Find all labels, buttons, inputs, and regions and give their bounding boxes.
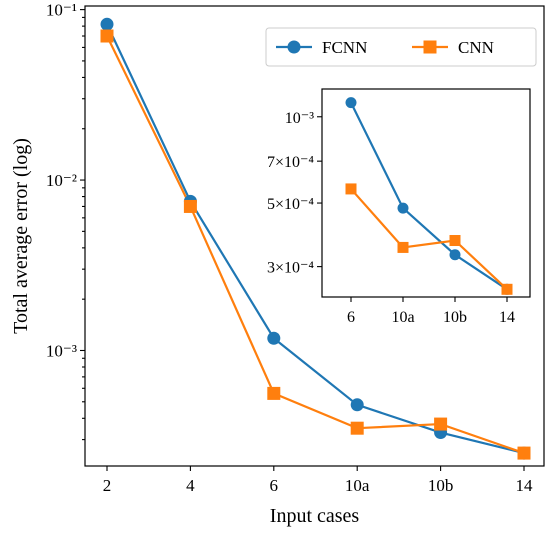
main-point-cnn — [350, 421, 364, 435]
inset-frame — [321, 88, 531, 298]
inset-point-fcnn — [449, 249, 461, 261]
legend: FCNN CNN — [265, 27, 537, 67]
main-ytick-label: 10⁻² — [46, 171, 77, 190]
inset-point-cnn — [397, 241, 409, 253]
inset-xtick-label: 10b — [443, 309, 467, 326]
main-xtick-label: 14 — [516, 476, 534, 495]
y-axis-label: Total average error (log) — [10, 138, 32, 334]
inset-plot: 10⁻³ 7×10⁻⁴ 5×10⁻⁴ 3×10⁻⁴ 6 10a 10b 14 — [267, 88, 531, 326]
legend-box — [265, 27, 537, 67]
inset-ytick-label: 5×10⁻⁴ — [267, 196, 314, 213]
inset-series-line-fcnn — [350, 102, 508, 291]
inset-xtick-label: 14 — [499, 309, 515, 326]
inset-series-line-cnn — [350, 188, 508, 291]
main-point-cnn — [517, 446, 531, 460]
legend-label-fcnn: FCNN — [322, 38, 367, 57]
inset-point-cnn — [345, 183, 357, 195]
inset-point-cnn — [449, 235, 461, 247]
main-point-cnn — [434, 417, 448, 431]
inset-ytick-label: 3×10⁻⁴ — [267, 260, 314, 277]
main-point-cnn — [183, 199, 197, 213]
main-series-line-fcnn — [106, 23, 525, 455]
inset-point-fcnn — [397, 202, 409, 214]
inset-point-cnn — [501, 283, 513, 295]
main-frame — [84, 5, 545, 467]
main-xtick-label: 2 — [103, 476, 112, 495]
main-plot: 10⁻¹ 10⁻² 10⁻³ 2 4 6 10a 10b 14 Input cases Total … — [10, 1, 545, 527]
legend-label-cnn: CNN — [458, 38, 494, 57]
inset-xtick-label: 10a — [391, 309, 414, 326]
main-ytick-label: 10⁻³ — [46, 341, 77, 360]
inset-ytick-label: 7×10⁻⁴ — [267, 154, 314, 171]
main-xtick-label: 10b — [428, 476, 454, 495]
main-point-cnn — [100, 29, 114, 43]
legend-marker-cnn — [423, 40, 437, 54]
inset-xtick-label: 6 — [347, 309, 355, 326]
main-xtick-label: 10a — [345, 476, 370, 495]
inset-ytick-label: 10⁻³ — [285, 110, 314, 127]
main-point-cnn — [267, 386, 281, 400]
main-point-fcnn — [350, 398, 364, 412]
inset-point-fcnn — [345, 97, 357, 109]
main-point-fcnn — [100, 17, 114, 31]
main-ytick-label: 10⁻¹ — [46, 1, 77, 20]
main-xtick-label: 4 — [186, 476, 195, 495]
main-series-line-cnn — [106, 35, 525, 455]
x-axis-label: Input cases — [270, 505, 360, 527]
legend-marker-fcnn — [287, 40, 301, 54]
main-xtick-label: 6 — [270, 476, 279, 495]
main-point-fcnn — [267, 331, 281, 345]
